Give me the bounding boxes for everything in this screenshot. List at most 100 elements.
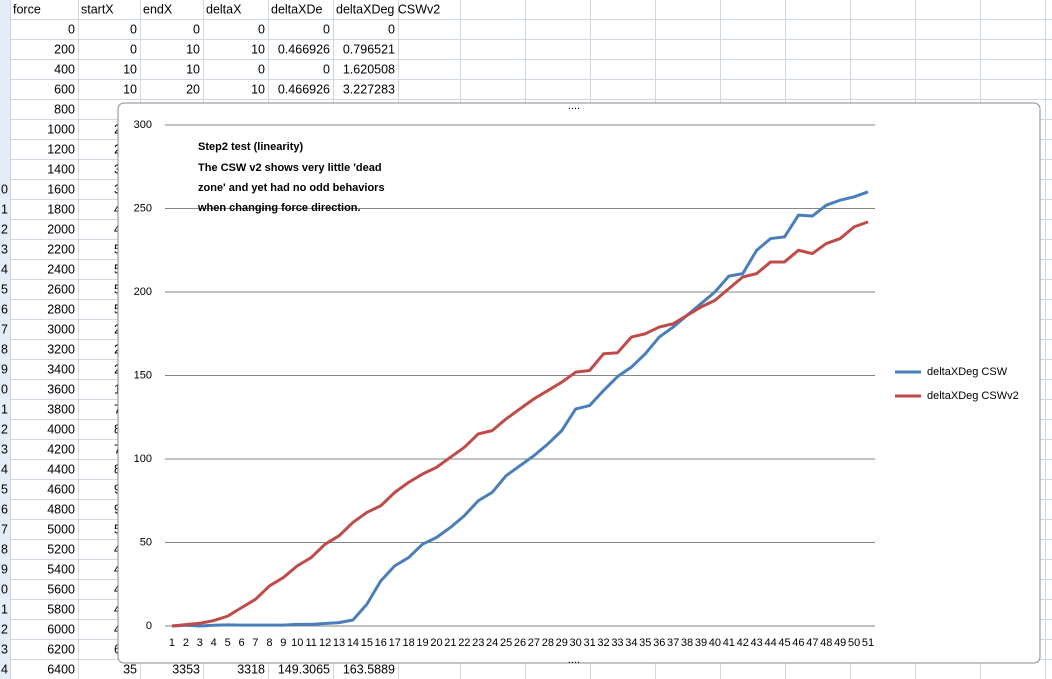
annotation: zone' and yet had no odd behaviors	[198, 182, 385, 194]
cell: 6200	[47, 642, 75, 656]
cell: 1400	[47, 162, 75, 176]
x-tick-label: 7	[252, 637, 258, 649]
row-number: 6	[1, 502, 8, 516]
cell: 10	[123, 82, 137, 96]
x-tick-label: 18	[403, 637, 415, 649]
chart-title: Step2 test (linearity)	[198, 141, 303, 153]
x-tick-label: 17	[389, 637, 401, 649]
x-tick-label: 43	[751, 637, 763, 649]
x-tick-label: 26	[514, 637, 526, 649]
row-number: 3	[1, 242, 8, 256]
row-number: 0	[1, 582, 8, 596]
cell: 5000	[47, 522, 75, 536]
row-header-bar	[0, 0, 10, 679]
y-tick-label: 250	[134, 202, 152, 214]
resize-handle: ....	[568, 654, 580, 666]
x-tick-label: 45	[778, 637, 790, 649]
cell: 10	[251, 42, 265, 56]
x-tick-label: 47	[806, 637, 818, 649]
cell: 1.620508	[343, 62, 395, 76]
x-tick-label: 19	[416, 637, 428, 649]
cell: 0	[258, 62, 265, 76]
row-number: 8	[1, 342, 8, 356]
x-tick-label: 13	[333, 637, 345, 649]
header-cell: deltaX	[206, 2, 242, 16]
x-tick-label: 23	[472, 637, 484, 649]
chart[interactable]: .... .... Step2 test (linearity) 0 50 100 1…	[117, 100, 1041, 666]
cell: 0	[68, 22, 75, 36]
row-number: 3	[1, 642, 8, 656]
x-tick-label: 14	[347, 637, 359, 649]
cell: 149.3065	[278, 662, 330, 676]
cell: 3353	[172, 662, 200, 676]
cell: 200	[54, 42, 75, 56]
row-number: 2	[1, 422, 8, 436]
x-tick-label: 34	[625, 637, 637, 649]
cell: 2000	[47, 222, 75, 236]
cell: 3800	[47, 402, 75, 416]
x-tick-label: 37	[667, 637, 679, 649]
x-tick-label: 4	[211, 637, 217, 649]
x-tick-label: 8	[266, 637, 272, 649]
x-tick-label: 40	[709, 637, 721, 649]
x-tick-label: 22	[458, 637, 470, 649]
cell: 0.796521	[343, 42, 395, 56]
row-number: 7	[1, 522, 8, 536]
x-tick-label: 49	[834, 637, 846, 649]
cell: 6400	[47, 662, 75, 676]
cell: 2400	[47, 262, 75, 276]
cell: 4400	[47, 462, 75, 476]
x-tick-label: 12	[319, 637, 331, 649]
x-tick-label: 1	[169, 637, 175, 649]
row-number: 5	[1, 282, 8, 296]
cell: 1600	[47, 182, 75, 196]
row-number: 0	[1, 182, 8, 196]
x-tick-label: 42	[737, 637, 749, 649]
chart-frame[interactable]	[117, 102, 1041, 664]
header-cell: endX	[143, 2, 173, 16]
x-tick-label: 51	[862, 637, 874, 649]
cell: 3200	[47, 342, 75, 356]
row-number: 8	[1, 542, 8, 556]
x-tick-label: 27	[528, 637, 540, 649]
cell: 0	[258, 22, 265, 36]
x-tick-label: 20	[430, 637, 442, 649]
row-number: 5	[1, 482, 8, 496]
cell: 0	[193, 22, 200, 36]
row-number: 4	[1, 262, 8, 276]
cell: 2200	[47, 242, 75, 256]
cell: 1800	[47, 202, 75, 216]
series-line	[171, 220, 869, 628]
cell: 4600	[47, 482, 75, 496]
x-tick-label: 33	[611, 637, 623, 649]
cell: 1000	[47, 122, 75, 136]
row-number: 4	[1, 662, 8, 676]
x-tick-label: 38	[681, 637, 693, 649]
cell: 3000	[47, 322, 75, 336]
y-tick-label: 50	[140, 536, 152, 548]
x-tick-label: 21	[444, 637, 456, 649]
cell: 10	[251, 82, 265, 96]
cell: 5400	[47, 562, 75, 576]
y-tick-label: 100	[134, 453, 152, 465]
row-number: 0	[1, 382, 8, 396]
annotation: The CSW v2 shows very little 'dead	[198, 162, 382, 174]
cell: 0.466926	[278, 42, 330, 56]
row-number: 4	[1, 462, 8, 476]
cell: 4200	[47, 442, 75, 456]
cell: 2600	[47, 282, 75, 296]
x-tick-label: 5	[225, 637, 231, 649]
x-tick-label: 15	[361, 637, 373, 649]
header-cell: deltaXDeg CSWv2	[336, 2, 440, 16]
cell: 400	[54, 62, 75, 76]
cell: 5800	[47, 602, 75, 616]
cell: 4000	[47, 422, 75, 436]
cell: 5600	[47, 582, 75, 596]
header-cell: deltaXDe	[271, 2, 322, 16]
cell: 2800	[47, 302, 75, 316]
row-number: 6	[1, 302, 8, 316]
x-tick-label: 30	[570, 637, 582, 649]
cell: 0	[323, 62, 330, 76]
